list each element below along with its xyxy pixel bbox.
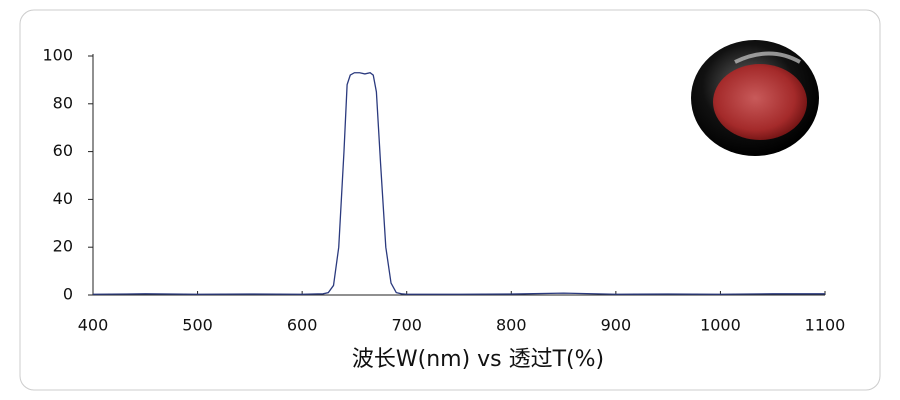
y-tick-label: 40 [53, 189, 73, 208]
x-tick-label: 900 [601, 316, 632, 335]
y-tick-label: 100 [42, 46, 73, 65]
x-tick-label: 600 [287, 316, 318, 335]
y-tick-label: 0 [63, 285, 73, 304]
x-tick-label: 400 [78, 316, 109, 335]
x-axis-label: 波长W(nm) vs 透过T(%) [352, 347, 604, 372]
x-tick-label: 1100 [805, 316, 846, 335]
x-tick-label: 800 [496, 316, 527, 335]
series-line [92, 72, 825, 295]
x-tick-label: 1000 [700, 316, 741, 335]
x-tick-label: 700 [391, 316, 422, 335]
filter-photo [691, 40, 819, 156]
y-tick-label: 20 [53, 237, 73, 256]
y-tick-label: 60 [53, 141, 73, 160]
y-tick-label: 80 [53, 93, 73, 112]
x-tick-label: 500 [182, 316, 213, 335]
